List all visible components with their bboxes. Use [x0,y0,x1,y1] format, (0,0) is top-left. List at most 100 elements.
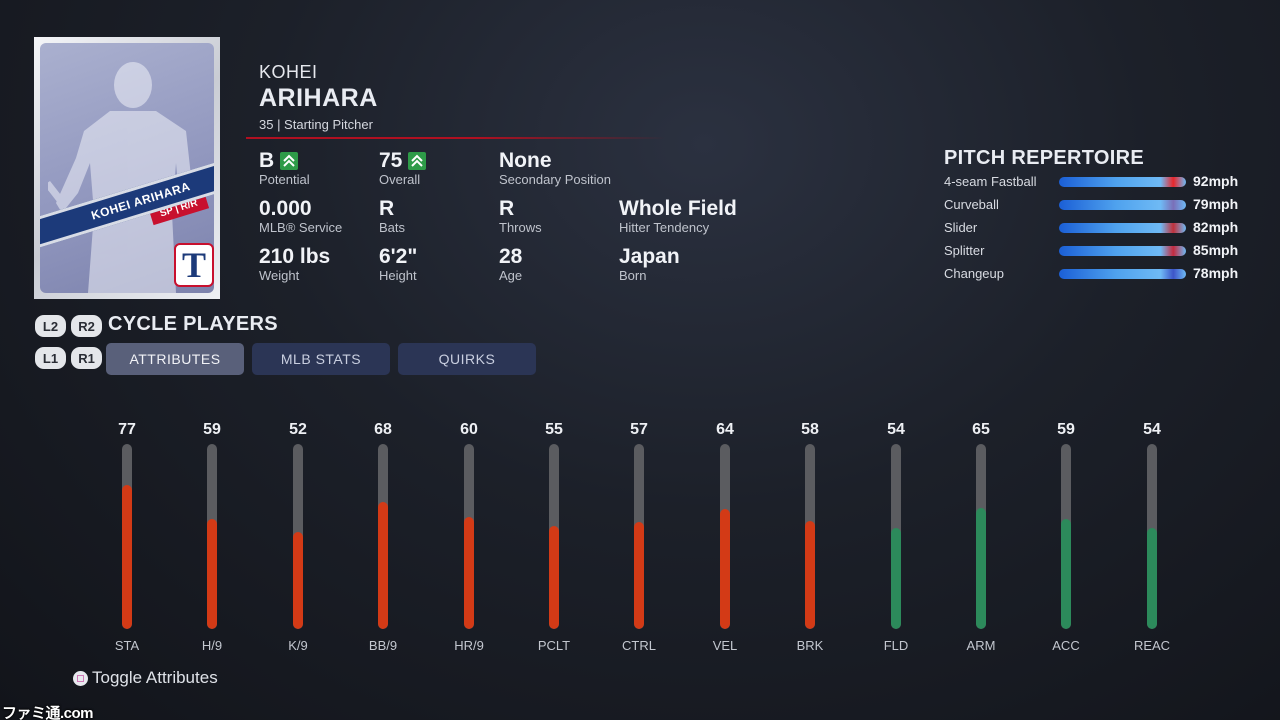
player-last-name: ARIHARA [259,84,378,112]
attribute-name: PCLT [537,638,571,653]
attribute-value: 55 [545,421,563,438]
potential-label: Potential [259,172,310,187]
attribute-value: 77 [118,421,136,438]
header-divider [246,137,666,139]
attribute-name: ARM [966,638,996,653]
team-logo-icon: T [174,243,214,287]
pitch-speed-bar [1059,223,1186,233]
pitch-row: Slider 82mph [944,218,1244,238]
hitter-tendency-label: Hitter Tendency [619,220,710,235]
attribute-bar-track [805,444,815,629]
pitch-speed: 92mph [1193,173,1239,189]
attribute-value: 54 [1143,421,1161,438]
attribute-value: 57 [630,421,648,438]
born-value: Japan [619,245,680,268]
attribute-name: HR/9 [454,638,484,653]
attribute-bar-track [207,444,217,629]
stat-bats: R Bats [379,198,405,236]
attribute-name: K/9 [288,638,308,653]
attribute-bar-track [549,444,559,629]
attribute-value: 60 [460,421,478,438]
attribute-column: 59 ACC [1036,418,1096,658]
tab-quirks[interactable]: QUIRKS [398,343,536,375]
attribute-value: 52 [289,421,307,438]
stat-weight: 210 lbs Weight [259,246,330,284]
attribute-name: STA [114,638,140,653]
tab-mlb-stats[interactable]: MLB STATS [252,343,390,375]
attribute-name: FLD [883,638,909,653]
l2-button[interactable]: L2 [35,315,66,337]
attribute-bar-track [1061,444,1071,629]
age-label: Age [499,268,523,283]
attribute-bar-fill [122,485,132,629]
pitch-speed: 82mph [1193,219,1239,235]
tab-attributes[interactable]: ATTRIBUTES [106,343,244,375]
attribute-bar-track [720,444,730,629]
attribute-column: 65 ARM [951,418,1011,658]
height-value: 6'2" [379,245,418,268]
attribute-column: 77 STA [97,418,157,658]
attribute-name: REAC [1133,638,1171,653]
attribute-value: 65 [972,421,990,438]
pitch-speed-bar [1059,246,1186,256]
attribute-name: BB/9 [368,638,398,653]
stat-mlb-service: 0.000 MLB® Service [259,198,342,236]
overall-value: 75 [379,149,403,172]
attribute-bar-track [634,444,644,629]
pitch-name: Curveball [944,197,999,212]
attribute-bar-fill [891,528,901,629]
attribute-value: 68 [374,421,392,438]
pitch-name: 4-seam Fastball [944,174,1037,189]
attribute-bar-fill [549,526,559,629]
attribute-name: VEL [712,638,738,653]
born-label: Born [619,268,647,283]
throws-value: R [499,197,515,220]
attribute-bar-fill [1061,519,1071,629]
weight-value: 210 lbs [259,245,331,268]
card-portrait: SP | R/R KOHEI ARIHARA T [40,43,214,293]
attribute-column: 64 VEL [695,418,755,658]
hitter-tendency-value: Whole Field [619,197,737,220]
attribute-column: 68 BB/9 [353,418,413,658]
attribute-name: ACC [1052,638,1080,653]
attribute-name: BRK [796,638,824,653]
pitch-speed: 85mph [1193,242,1239,258]
attribute-bar-fill [634,522,644,629]
stat-age: 28 Age [499,246,522,284]
pitch-repertoire-title: PITCH REPERTOIRE [944,147,1145,169]
stat-born: Japan Born [619,246,680,284]
toggle-attributes-label: Toggle Attributes [92,668,218,687]
attribute-bar-fill [976,508,986,629]
stat-potential: B Potential [259,150,310,188]
attribute-column: 55 PCLT [524,418,584,658]
attribute-bar-track [464,444,474,629]
attribute-value: 58 [801,421,819,438]
player-first-name: KOHEI [259,62,318,82]
bats-label: Bats [379,220,406,235]
attribute-bar-track [122,444,132,629]
toggle-attributes-prompt[interactable]: Toggle Attributes [73,668,218,688]
attribute-bar-fill [207,519,217,629]
attribute-name: H/9 [201,638,223,653]
attribute-column: 58 BRK [780,418,840,658]
stat-hitter-tendency: Whole Field Hitter Tendency [619,198,737,236]
attribute-bar-track [976,444,986,629]
trend-up-icon [408,152,427,170]
stat-height: 6'2" Height [379,246,417,284]
l1-button[interactable]: L1 [35,347,66,369]
attribute-value: 59 [203,421,221,438]
age-value: 28 [499,245,523,268]
attribute-bar-track [891,444,901,629]
attribute-name: CTRL [622,638,656,653]
r2-button[interactable]: R2 [71,315,102,337]
pitch-name: Slider [944,220,978,235]
r1-button[interactable]: R1 [71,347,102,369]
cycle-players-label: CYCLE PLAYERS [108,313,278,335]
attribute-bar-fill [464,517,474,629]
trend-up-icon [280,152,299,170]
mlb-service-label: MLB® Service [259,220,343,235]
pitch-speed-bar [1059,177,1186,187]
attribute-column: 60 HR/9 [439,418,499,658]
attribute-column: 57 CTRL [609,418,669,658]
pitch-speed: 79mph [1193,196,1239,212]
